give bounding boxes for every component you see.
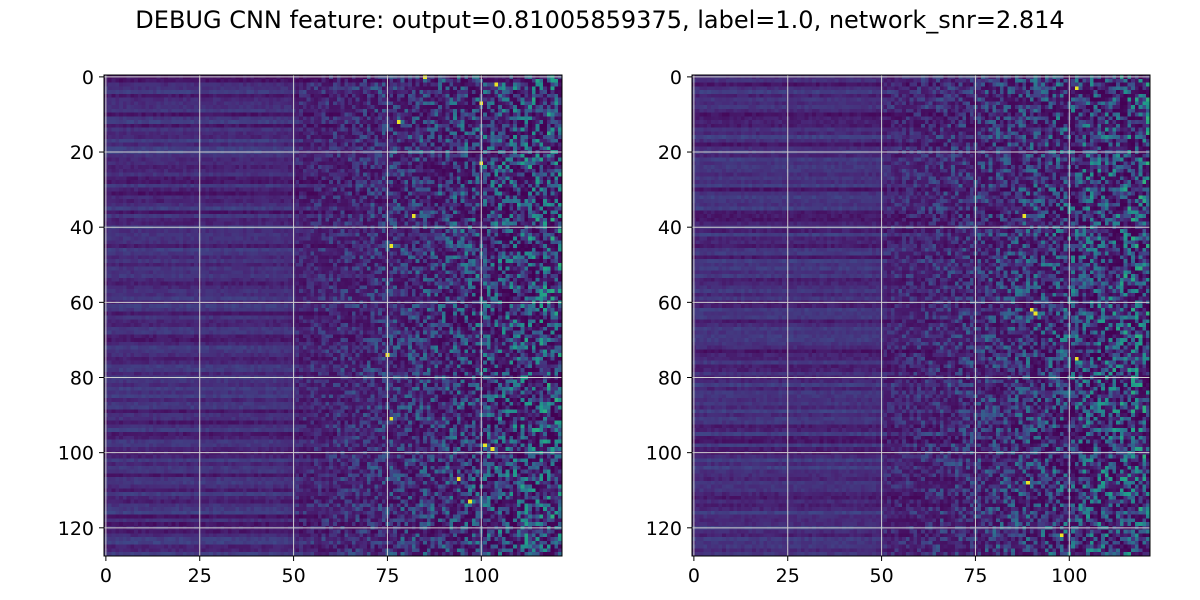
y-tick-label: 120 xyxy=(58,518,94,540)
y-tick-label: 60 xyxy=(70,292,94,314)
heatmap-image xyxy=(692,75,1150,556)
y-tick-label: 100 xyxy=(646,443,682,465)
y-tick-label: 120 xyxy=(646,518,682,540)
figure-title: DEBUG CNN feature: output=0.81005859375,… xyxy=(135,6,1065,34)
x-tick-label: 25 xyxy=(188,565,212,587)
y-tick-label: 20 xyxy=(658,142,682,164)
x-tick-label: 0 xyxy=(100,565,112,587)
y-tick-label: 20 xyxy=(70,142,94,164)
x-tick-label: 50 xyxy=(281,565,305,587)
x-tick-label: 0 xyxy=(688,565,700,587)
y-tick-label: 40 xyxy=(658,217,682,239)
axes-frame xyxy=(103,74,563,557)
y-tick-label: 80 xyxy=(658,368,682,390)
y-tick-label: 60 xyxy=(658,292,682,314)
x-tick-label: 75 xyxy=(963,565,987,587)
x-tick-label: 100 xyxy=(463,565,499,587)
x-tick-label: 100 xyxy=(1051,565,1087,587)
y-tick-label: 100 xyxy=(58,443,94,465)
x-tick-label: 50 xyxy=(869,565,893,587)
y-tick-label: 40 xyxy=(70,217,94,239)
y-tick-label: 0 xyxy=(82,67,94,89)
x-tick-label: 25 xyxy=(776,565,800,587)
y-tick-label: 0 xyxy=(670,67,682,89)
x-tick-label: 75 xyxy=(375,565,399,587)
y-tick-label: 80 xyxy=(70,368,94,390)
axes-frame xyxy=(691,74,1151,557)
heatmap-image xyxy=(104,75,562,556)
